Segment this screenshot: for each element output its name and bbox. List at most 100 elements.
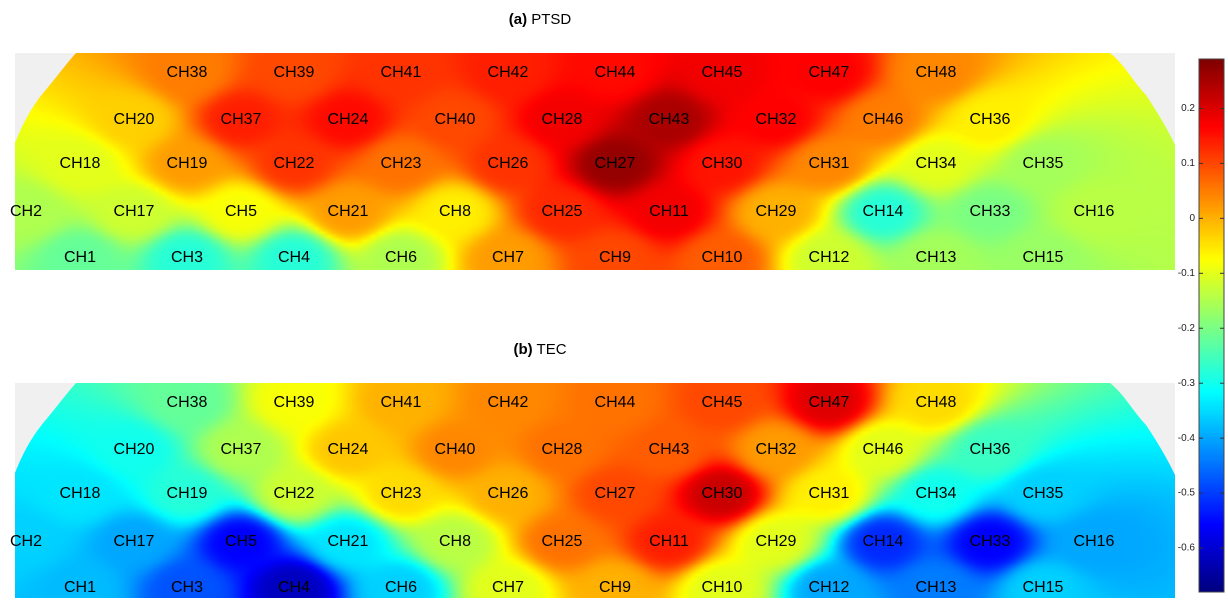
channel-label-ch41: CH41 xyxy=(381,64,422,81)
channel-label-ch36: CH36 xyxy=(970,111,1011,128)
channel-label-ch44: CH44 xyxy=(595,64,636,81)
panel-b-heatmap xyxy=(15,383,1175,600)
channel-label-ch16: CH16 xyxy=(1074,533,1115,550)
channel-label-ch16: CH16 xyxy=(1074,203,1115,220)
channel-label-ch10: CH10 xyxy=(702,249,743,266)
channel-label-ch24: CH24 xyxy=(328,441,369,458)
panel-b-letter: (b) xyxy=(513,341,532,358)
channel-label-ch46: CH46 xyxy=(863,441,904,458)
channel-label-ch29: CH29 xyxy=(756,203,797,220)
channel-label-ch13: CH13 xyxy=(916,579,957,596)
channel-label-ch26: CH26 xyxy=(488,155,529,172)
colorbar-tick-label: -0.3 xyxy=(1178,378,1196,389)
channel-label-ch19: CH19 xyxy=(167,485,208,502)
channel-label-ch9: CH9 xyxy=(599,249,631,266)
channel-label-ch46: CH46 xyxy=(863,111,904,128)
channel-label-ch40: CH40 xyxy=(435,111,476,128)
channel-label-ch43: CH43 xyxy=(649,111,690,128)
channel-label-ch21: CH21 xyxy=(328,203,369,220)
channel-label-ch28: CH28 xyxy=(542,441,583,458)
channel-label-ch22: CH22 xyxy=(274,155,315,172)
channel-label-ch45: CH45 xyxy=(702,64,743,81)
colorbar-gradient xyxy=(1199,59,1224,592)
colorbar-tick-label: -0.6 xyxy=(1178,543,1196,554)
channel-label-ch47: CH47 xyxy=(809,394,850,411)
channel-label-ch32: CH32 xyxy=(756,111,797,128)
channel-label-ch30: CH30 xyxy=(702,485,743,502)
channel-label-ch29: CH29 xyxy=(756,533,797,550)
panel-a-letter: (a) xyxy=(509,11,527,28)
colorbar-tick-label: -0.5 xyxy=(1178,488,1196,499)
channel-label-ch14: CH14 xyxy=(863,203,904,220)
channel-label-ch15: CH15 xyxy=(1023,579,1064,596)
channel-label-ch21: CH21 xyxy=(328,533,369,550)
panel-b-title: (b) TEC xyxy=(513,341,566,358)
panel-a-channel-labels: CH38 CH39 CH41 CH42 CH44 CH45 CH47 CH48 CH20 CH37… xyxy=(10,64,1115,266)
channel-label-ch35: CH35 xyxy=(1023,485,1064,502)
channel-label-ch36: CH36 xyxy=(970,441,1011,458)
channel-label-ch33: CH33 xyxy=(970,533,1011,550)
channel-label-ch3: CH3 xyxy=(171,579,203,596)
colorbar-tick-label: -0.4 xyxy=(1178,433,1196,444)
panel-a-heatmap xyxy=(15,53,1175,270)
channel-label-ch14: CH14 xyxy=(863,533,904,550)
channel-label-ch45: CH45 xyxy=(702,394,743,411)
channel-label-ch32: CH32 xyxy=(756,441,797,458)
channel-label-ch7: CH7 xyxy=(492,579,524,596)
channel-label-ch11: CH11 xyxy=(649,533,689,550)
channel-label-ch3: CH3 xyxy=(171,249,203,266)
channel-label-ch2: CH2 xyxy=(10,203,42,220)
channel-label-ch42: CH42 xyxy=(488,394,529,411)
colorbar-tick-label: 0.1 xyxy=(1181,158,1195,169)
channel-label-ch17: CH17 xyxy=(114,533,155,550)
channel-label-ch1: CH1 xyxy=(64,579,96,596)
channel-label-ch26: CH26 xyxy=(488,485,529,502)
channel-label-ch18: CH18 xyxy=(60,485,101,502)
colorbar-tick-label: 0.2 xyxy=(1181,103,1195,114)
colorbar-tick-label: -0.1 xyxy=(1178,268,1196,279)
channel-label-ch12: CH12 xyxy=(809,579,850,596)
channel-label-ch40: CH40 xyxy=(435,441,476,458)
channel-label-ch13: CH13 xyxy=(916,249,957,266)
channel-label-ch6: CH6 xyxy=(385,579,417,596)
channel-label-ch42: CH42 xyxy=(488,64,529,81)
channel-label-ch37: CH37 xyxy=(221,441,262,458)
colorbar-frame xyxy=(1198,58,1225,593)
channel-label-ch20: CH20 xyxy=(114,111,155,128)
panel-a-title-text: PTSD xyxy=(531,11,571,28)
channel-label-ch15: CH15 xyxy=(1023,249,1064,266)
channel-label-ch39: CH39 xyxy=(274,394,315,411)
channel-label-ch41: CH41 xyxy=(381,394,422,411)
channel-label-ch11: CH11 xyxy=(649,203,689,220)
channel-label-ch28: CH28 xyxy=(542,111,583,128)
channel-label-ch39: CH39 xyxy=(274,64,315,81)
channel-label-ch27: CH27 xyxy=(595,155,636,172)
channel-label-ch31: CH31 xyxy=(809,155,850,172)
channel-label-ch23: CH23 xyxy=(381,155,422,172)
channel-label-ch30: CH30 xyxy=(702,155,743,172)
channel-label-ch25: CH25 xyxy=(542,533,583,550)
channel-label-ch31: CH31 xyxy=(809,485,850,502)
channel-label-ch4: CH4 xyxy=(278,249,310,266)
colorbar-ticks: 0.2 0.1 0 -0.1 -0.2 -0.3 -0.4 -0.5 -0.6 xyxy=(1178,103,1224,554)
channel-label-ch19: CH19 xyxy=(167,155,208,172)
colorbar-tick-label: 0 xyxy=(1189,213,1195,224)
channel-label-ch5: CH5 xyxy=(225,533,257,550)
panel-a-title: (a) PTSD xyxy=(509,11,572,28)
channel-label-ch48: CH48 xyxy=(916,394,957,411)
channel-label-ch25: CH25 xyxy=(542,203,583,220)
channel-label-ch44: CH44 xyxy=(595,394,636,411)
channel-label-ch9: CH9 xyxy=(599,579,631,596)
channel-label-ch27: CH27 xyxy=(595,485,636,502)
channel-label-ch34: CH34 xyxy=(916,155,957,172)
channel-label-ch6: CH6 xyxy=(385,249,417,266)
panel-a: (a) PTSD CH38 CH39 CH41 CH42 CH44 CH45 CH47 CH4… xyxy=(10,11,1175,270)
channel-label-ch23: CH23 xyxy=(381,485,422,502)
channel-label-ch4: CH4 xyxy=(278,579,310,596)
channel-label-ch2: CH2 xyxy=(10,533,42,550)
channel-label-ch24: CH24 xyxy=(328,111,369,128)
channel-label-ch35: CH35 xyxy=(1023,155,1064,172)
channel-label-ch37: CH37 xyxy=(221,111,262,128)
channel-label-ch43: CH43 xyxy=(649,441,690,458)
channel-label-ch8: CH8 xyxy=(439,203,471,220)
